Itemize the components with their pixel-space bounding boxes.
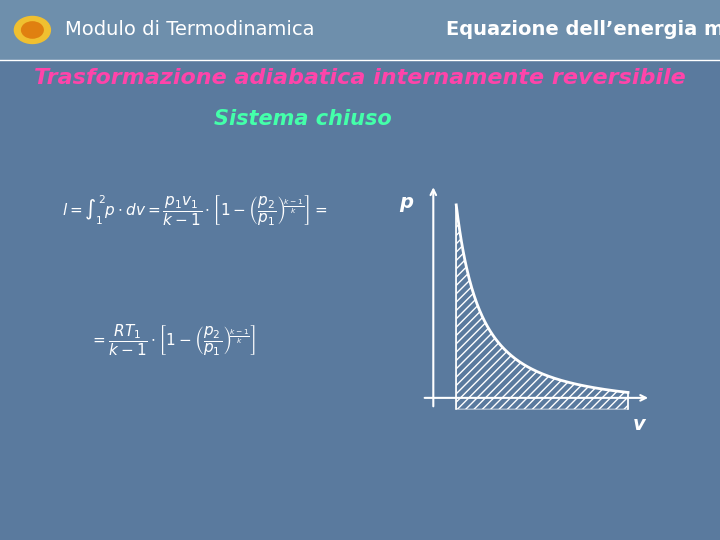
Text: $= \dfrac{RT_1}{k-1} \cdot \left[1 - \left(\dfrac{p_2}{p_1}\right)^{\!\frac{k-1}: $= \dfrac{RT_1}{k-1} \cdot \left[1 - \le…	[90, 322, 256, 358]
Text: Modulo di Termodinamica: Modulo di Termodinamica	[65, 21, 315, 39]
Text: $l = \int_{1}^{2} p \cdot dv = \dfrac{p_1 v_1}{k-1} \cdot \left[1 - \left(\dfrac: $l = \int_{1}^{2} p \cdot dv = \dfrac{p_…	[62, 193, 327, 228]
Text: p: p	[399, 193, 413, 212]
Text: Sistema chiuso: Sistema chiuso	[214, 109, 391, 129]
Text: v: v	[633, 415, 646, 434]
FancyBboxPatch shape	[0, 0, 720, 60]
Circle shape	[22, 22, 43, 38]
Text: Trasformazione adiabatica internamente reversibile: Trasformazione adiabatica internamente r…	[34, 68, 686, 89]
Circle shape	[14, 16, 50, 43]
Text: Equazione dell’energia meccanica: Equazione dell’energia meccanica	[446, 21, 720, 39]
